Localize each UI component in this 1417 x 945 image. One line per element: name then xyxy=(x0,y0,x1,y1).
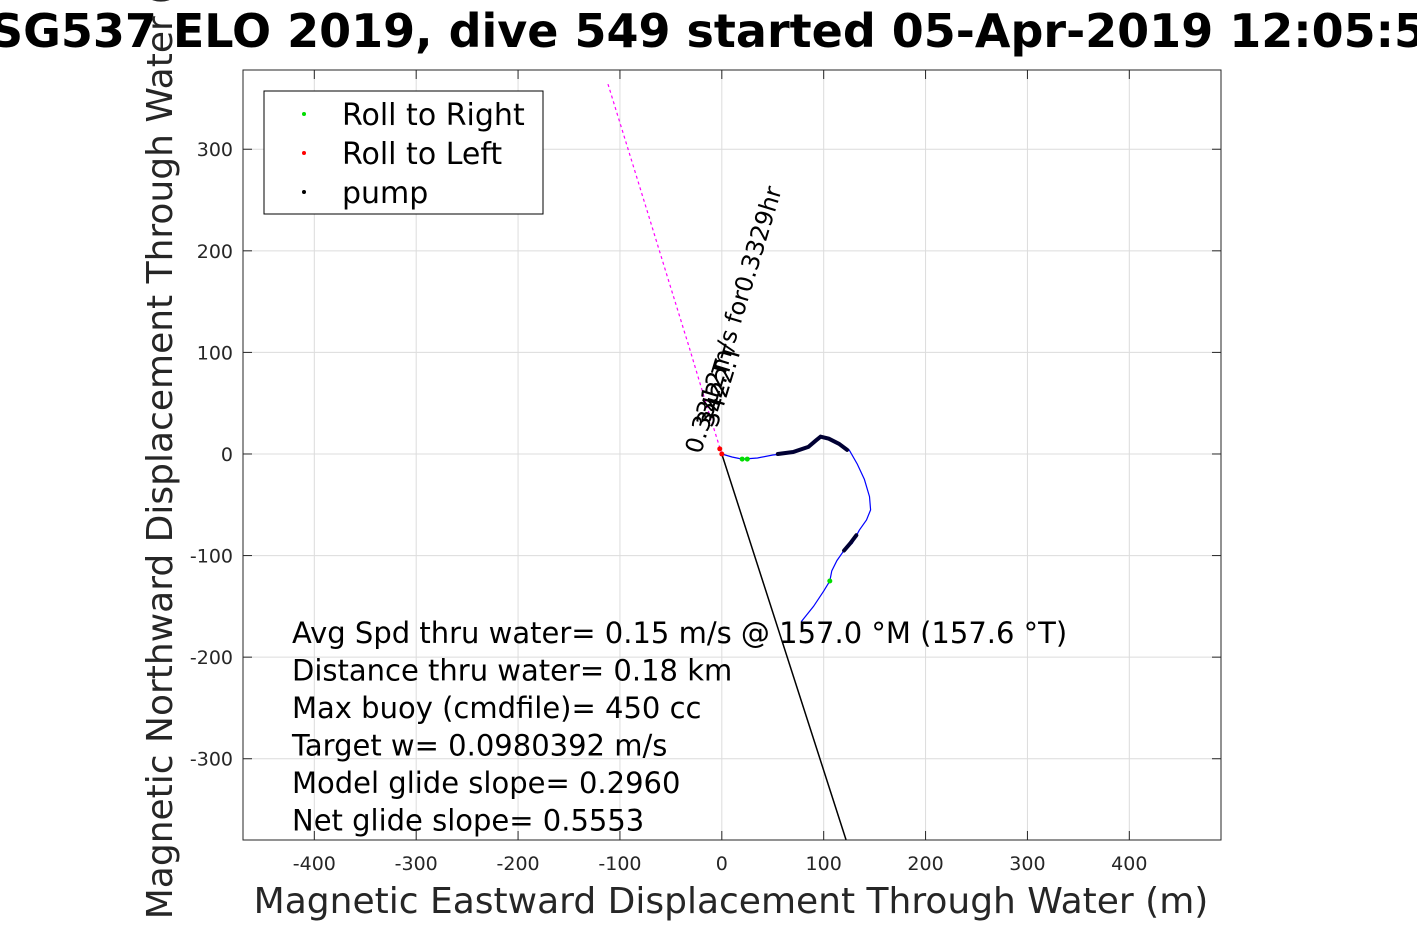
legend-marker xyxy=(302,190,306,194)
roll-right-point xyxy=(739,456,745,462)
roll-left-point xyxy=(719,451,725,457)
roll-right-point xyxy=(827,578,833,584)
tick-marks: -400 -300 -200 -100 0 100 200 300 400 300 200 100 0 -… xyxy=(190,70,1221,875)
x-tick-label: 200 xyxy=(907,853,943,875)
y-tick-label: -100 xyxy=(190,546,233,568)
pump-segment xyxy=(842,533,859,553)
legend-label: Roll to Left xyxy=(342,137,502,172)
track-line xyxy=(721,436,872,622)
stats-annotation: Avg Spd thru water= 0.15 m/s @ 157.0 °M … xyxy=(291,616,1067,838)
legend-marker xyxy=(302,151,306,155)
x-tick-label: -200 xyxy=(497,853,540,875)
chart-title: SG537 ELO 2019, dive 549 started 05-Apr-… xyxy=(0,4,1417,58)
stats-line: Model glide slope= 0.2960 xyxy=(292,766,680,800)
x-tick-label: -100 xyxy=(598,853,641,875)
legend: Roll to Right Roll to Left pump xyxy=(263,90,544,215)
stats-line: Max buoy (cmdfile)= 450 cc xyxy=(292,691,701,725)
stats-line: Avg Spd thru water= 0.15 m/s @ 157.0 °M … xyxy=(292,616,1067,650)
y-tick-label: -300 xyxy=(190,749,233,771)
legend-marker xyxy=(302,112,306,116)
x-tick-label: 300 xyxy=(1009,853,1045,875)
x-axis-label: Magnetic Eastward Displacement Through W… xyxy=(254,881,1209,922)
grid xyxy=(243,70,1221,840)
y-tick-label: -200 xyxy=(190,647,233,669)
x-tick-label: 100 xyxy=(806,853,842,875)
x-tick-label: -400 xyxy=(293,853,336,875)
y-tick-label: 300 xyxy=(197,139,233,161)
data-layer xyxy=(607,83,872,841)
pump-segment xyxy=(775,434,850,456)
legend-box xyxy=(263,90,544,215)
stats-line: Distance thru water= 0.18 km xyxy=(292,654,732,688)
current-vector-line xyxy=(721,453,847,841)
x-tick-label: 0 xyxy=(716,853,728,875)
plot-frame xyxy=(242,69,1222,841)
roll-right-point xyxy=(744,456,750,462)
heading-vector-line xyxy=(607,83,723,455)
y-axis-label: Magnetic Northward Displacement Through … xyxy=(140,0,181,919)
y-tick-label: 200 xyxy=(197,241,233,263)
y-tick-label: 0 xyxy=(221,444,233,466)
x-tick-label: 400 xyxy=(1111,853,1147,875)
legend-label: pump xyxy=(342,176,428,211)
roll-left-point xyxy=(717,446,723,452)
stats-line: Target w= 0.0980392 m/s xyxy=(291,729,667,763)
x-tick-label: -300 xyxy=(395,853,438,875)
legend-label: Roll to Right xyxy=(342,98,525,133)
stats-line: Net glide slope= 0.5553 xyxy=(292,804,644,838)
y-tick-label: 100 xyxy=(197,342,233,364)
